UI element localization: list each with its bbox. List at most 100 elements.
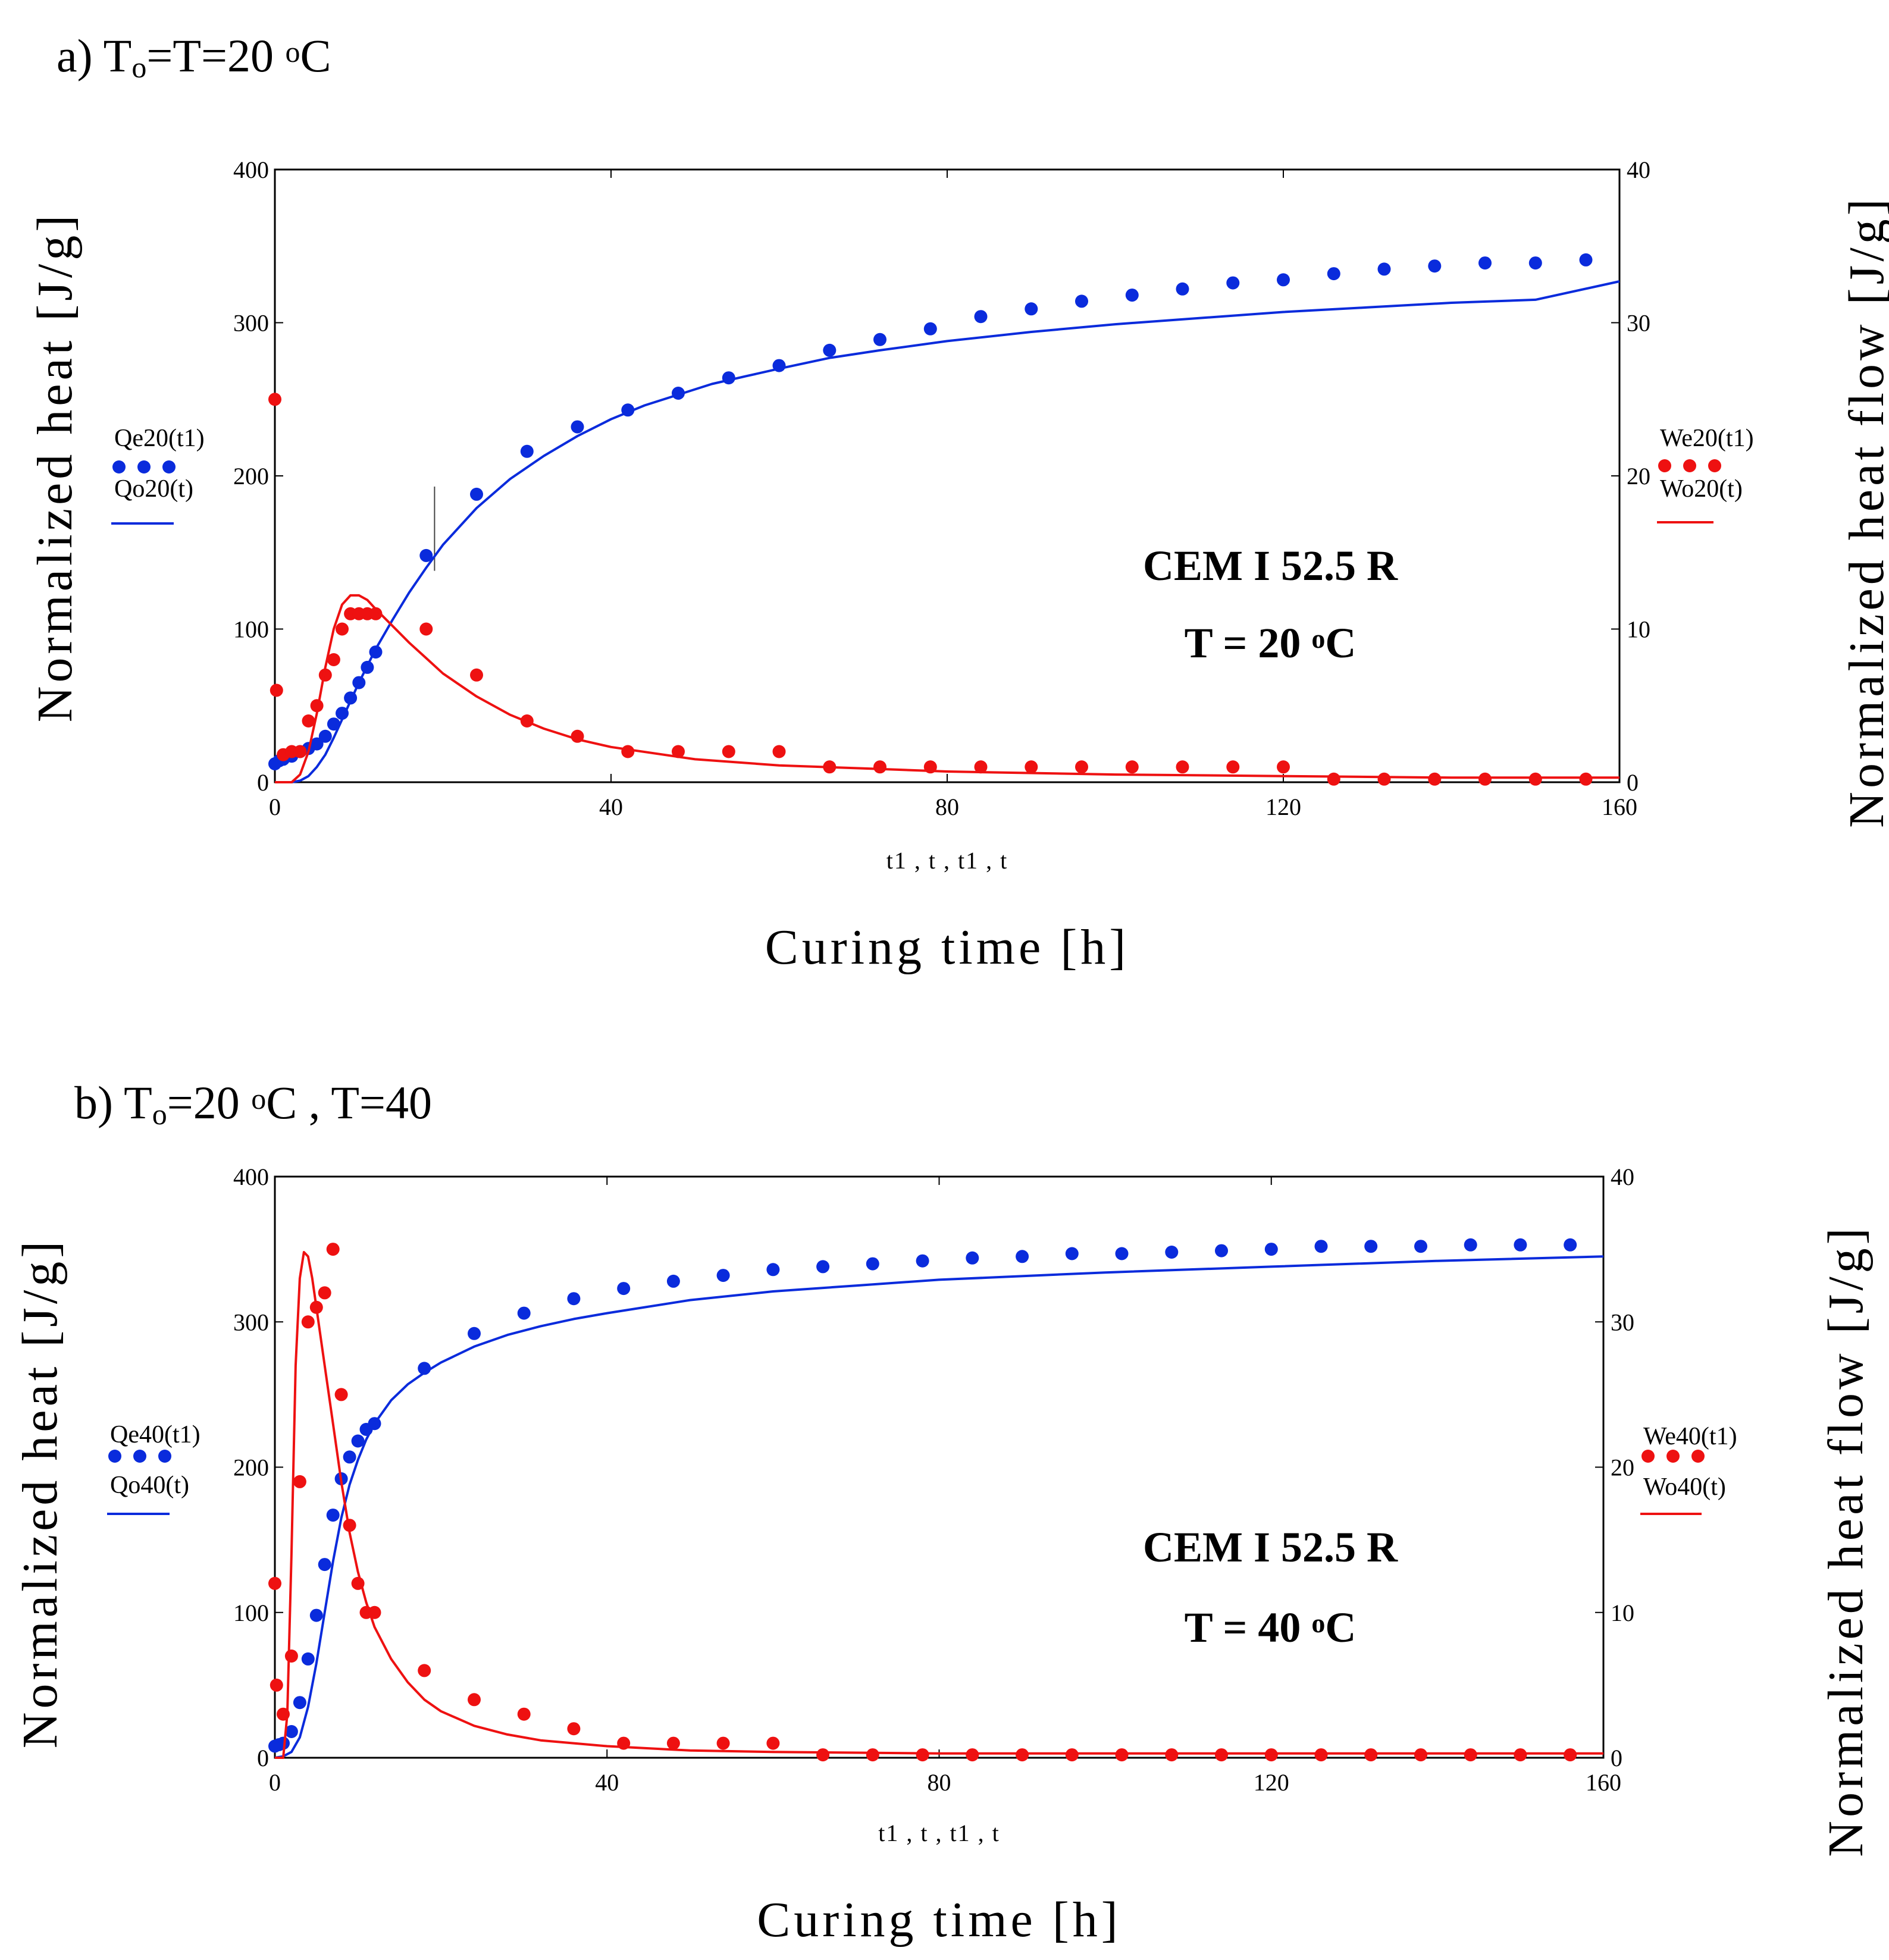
data-point-We40(t1) bbox=[293, 1475, 306, 1488]
series-line-Wo20(t) bbox=[275, 594, 1619, 783]
data-point-Qe40(t1) bbox=[1364, 1240, 1378, 1253]
data-point-We40(t1) bbox=[1215, 1748, 1228, 1762]
legend-left: Qe40(t1) Qo40(t) bbox=[107, 1421, 201, 1515]
legend-dot-marker bbox=[1641, 1450, 1655, 1463]
legend-dot-marker bbox=[1691, 1450, 1705, 1463]
data-point-Qe20(t1) bbox=[1226, 276, 1240, 290]
data-point-Qe40(t1) bbox=[916, 1254, 929, 1268]
data-point-Qe40(t1) bbox=[1314, 1240, 1328, 1253]
x-tick-label: 40 bbox=[599, 794, 623, 820]
data-point-We40(t1) bbox=[666, 1736, 680, 1750]
data-point-We40(t1) bbox=[270, 1678, 283, 1692]
data-point-Qe40(t1) bbox=[1065, 1247, 1079, 1260]
data-point-Qe20(t1) bbox=[823, 343, 837, 357]
data-point-We20(t1) bbox=[318, 668, 332, 682]
data-point-Qe20(t1) bbox=[327, 717, 340, 731]
data-point-We20(t1) bbox=[1075, 760, 1088, 774]
data-point-Qe40(t1) bbox=[866, 1257, 879, 1271]
legend-dot-marker bbox=[133, 1450, 146, 1463]
legend-label-dots: Qe40(t1) bbox=[110, 1421, 201, 1448]
data-point-Qe40(t1) bbox=[284, 1725, 298, 1738]
y-left-axis-label: Normalized heat [J/g] bbox=[27, 212, 83, 722]
data-point-Qe20(t1) bbox=[1277, 273, 1290, 287]
panel-title-part: o bbox=[131, 51, 146, 84]
data-point-We40(t1) bbox=[1065, 1748, 1079, 1762]
legend-right: We20(t1) Wo20(t) bbox=[1657, 425, 1754, 523]
legend-dot-marker bbox=[137, 460, 151, 473]
data-point-Qe40(t1) bbox=[318, 1558, 331, 1572]
data-point-Qe40(t1) bbox=[277, 1736, 290, 1750]
annotation-temperature-part: T = 40 bbox=[1185, 1604, 1312, 1651]
data-point-Qe20(t1) bbox=[571, 420, 584, 434]
x-axis-label: Curing time [h] bbox=[757, 1892, 1122, 1948]
data-point-We40(t1) bbox=[418, 1664, 431, 1677]
panel-title-part: o bbox=[285, 35, 300, 68]
data-point-We20(t1) bbox=[268, 393, 281, 406]
data-point-Qe40(t1) bbox=[716, 1269, 730, 1282]
legend-label-line: Wo20(t) bbox=[1660, 475, 1743, 503]
data-point-Qe20(t1) bbox=[1176, 282, 1189, 296]
data-point-Qe40(t1) bbox=[468, 1326, 481, 1340]
y-right-tick-label: 10 bbox=[1627, 616, 1650, 643]
y-left-tick-label: 100 bbox=[233, 1600, 269, 1626]
y-right-axis-label: Normalized heat flow [J/g] bbox=[1818, 1224, 1874, 1856]
data-point-We20(t1) bbox=[1226, 760, 1240, 774]
x-tick-label: 120 bbox=[1254, 1769, 1289, 1796]
plot-frame bbox=[274, 1175, 1605, 1759]
x-variable-label: t1 , t , t1 , t bbox=[886, 847, 1008, 874]
data-point-We40(t1) bbox=[334, 1388, 348, 1401]
data-point-We40(t1) bbox=[1115, 1748, 1129, 1762]
data-point-We20(t1) bbox=[1377, 772, 1391, 786]
data-point-We40(t1) bbox=[326, 1243, 340, 1256]
data-point-We20(t1) bbox=[369, 607, 383, 620]
data-point-Qe20(t1) bbox=[1428, 259, 1442, 273]
y-right-tick-label: 30 bbox=[1627, 310, 1650, 337]
data-point-We40(t1) bbox=[1165, 1748, 1179, 1762]
annotation-temperature-part: T = 20 bbox=[1185, 619, 1312, 667]
data-point-We20(t1) bbox=[772, 745, 786, 758]
data-point-We20(t1) bbox=[1125, 760, 1139, 774]
annotation-temperature-part: o bbox=[1311, 623, 1325, 654]
legend-label-line: Qo40(t) bbox=[110, 1472, 189, 1499]
data-point-We20(t1) bbox=[293, 745, 307, 758]
legend-label-line: Qo20(t) bbox=[114, 475, 193, 503]
data-point-We20(t1) bbox=[1277, 760, 1290, 774]
data-point-Qe20(t1) bbox=[873, 333, 886, 346]
panel-title-part: =T=20 bbox=[146, 30, 285, 81]
series-line-Qo20(t) bbox=[275, 280, 1620, 783]
chart-panel-b: b) To=20 oC , T=400 40 80 120 16001002003004… bbox=[12, 1077, 1874, 1948]
data-point-Qe20(t1) bbox=[318, 729, 332, 743]
legend-dot-marker bbox=[162, 460, 176, 473]
data-point-Qe20(t1) bbox=[1327, 267, 1340, 281]
series-line-Wo40(t) bbox=[275, 1251, 1603, 1759]
legend-label-dots: Qe20(t1) bbox=[114, 425, 205, 452]
legend-dot-marker bbox=[1683, 459, 1696, 472]
data-point-We40(t1) bbox=[966, 1748, 979, 1762]
data-point-We40(t1) bbox=[1364, 1748, 1378, 1762]
y-left-tick-label: 200 bbox=[233, 1454, 269, 1481]
data-point-Qe40(t1) bbox=[326, 1509, 340, 1522]
data-point-Qe40(t1) bbox=[617, 1282, 631, 1296]
data-point-We40(t1) bbox=[766, 1736, 780, 1750]
panel-title-part: a) T bbox=[57, 30, 131, 81]
data-point-We20(t1) bbox=[722, 745, 735, 758]
panel-title-part: C bbox=[300, 30, 331, 81]
data-point-We20(t1) bbox=[873, 760, 886, 774]
data-point-Qe20(t1) bbox=[1528, 256, 1542, 270]
data-point-Qe40(t1) bbox=[301, 1652, 315, 1666]
data-point-Qe20(t1) bbox=[310, 737, 324, 751]
x-tick-label: 80 bbox=[935, 794, 959, 820]
data-point-We40(t1) bbox=[284, 1649, 298, 1663]
x-tick-label: 40 bbox=[595, 1769, 619, 1796]
annotation-cement-type: CEM I 52.5 R bbox=[1143, 542, 1398, 589]
data-point-We40(t1) bbox=[1514, 1748, 1527, 1762]
data-point-We20(t1) bbox=[270, 683, 283, 697]
x-tick-label: 0 bbox=[269, 794, 281, 820]
data-point-Qe20(t1) bbox=[520, 444, 534, 458]
data-point-Qe40(t1) bbox=[1464, 1238, 1477, 1252]
y-right-axis-label: Normalized heat flow [J/g] bbox=[1839, 195, 1889, 827]
data-point-We20(t1) bbox=[302, 714, 315, 727]
panel-title-part: b) T bbox=[74, 1077, 152, 1128]
data-point-We20(t1) bbox=[327, 653, 340, 666]
